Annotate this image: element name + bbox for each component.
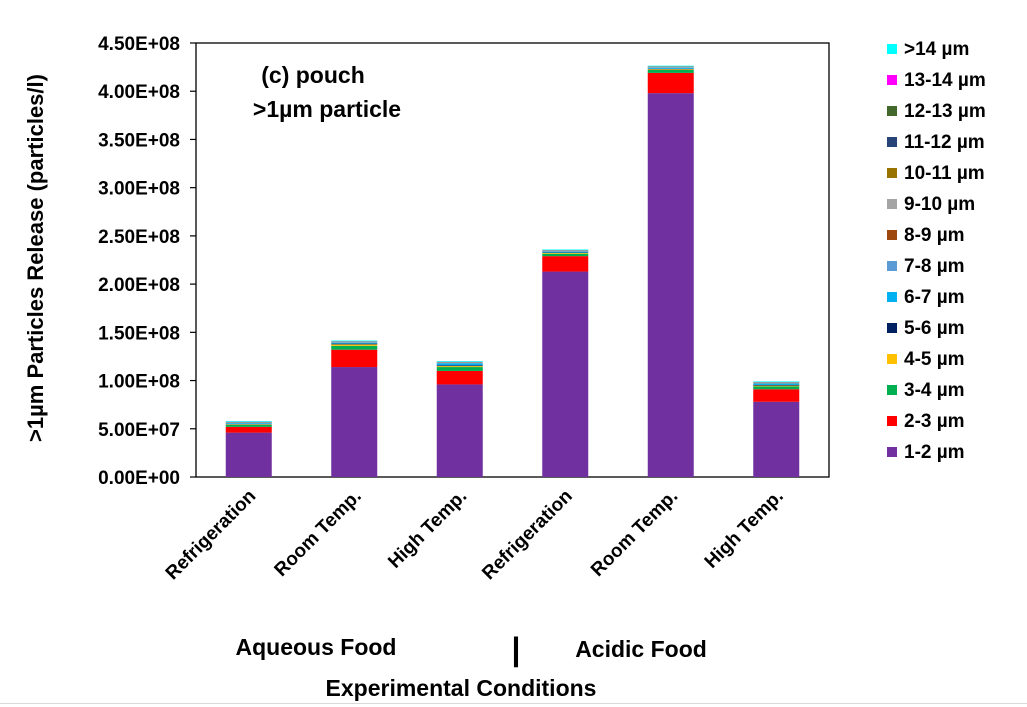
legend-label: 8-9 µm <box>904 225 965 246</box>
x-category-label: High Temp. <box>384 486 471 573</box>
legend-swatch <box>887 354 897 364</box>
legend-label: 6-7 µm <box>904 287 965 308</box>
legend-label: 11-12 µm <box>904 132 985 153</box>
bar-segment <box>753 386 800 390</box>
legend: >14 µm 13-14 µm 12-13 µm 11-12 µm 10-11 µm 9-… <box>887 39 986 463</box>
legend-swatch <box>887 75 897 85</box>
plot-area <box>195 42 830 478</box>
bar-segment <box>647 65 694 67</box>
bar-segment <box>331 342 378 344</box>
y-tick-label: 4.50E+08 <box>98 34 180 55</box>
bar-segment <box>225 421 272 422</box>
legend-label: 3-4 µm <box>904 380 965 401</box>
bar-segment <box>542 249 589 251</box>
y-axis-title: >1µm Particles Release (particles/l) <box>23 74 48 442</box>
group-label-acidic: Acidic Food <box>575 636 707 662</box>
bar-segment <box>647 67 694 69</box>
panel-label: (c) pouch <box>261 62 365 88</box>
bar-segment <box>331 345 378 350</box>
bar-segment <box>331 344 378 346</box>
bar-segment <box>331 367 378 477</box>
legend-label: 7-8 µm <box>904 256 965 277</box>
legend-swatch <box>887 44 897 54</box>
bar-segment <box>436 366 483 368</box>
bar-segment <box>225 423 272 425</box>
bottom-divider <box>0 703 1027 704</box>
y-tick-label: 5.00E+07 <box>98 420 180 441</box>
y-tick-label: 1.00E+08 <box>98 372 180 393</box>
x-category-label: Refrigeration <box>478 486 576 584</box>
x-category-label: Room Temp. <box>271 486 366 581</box>
bar-segment <box>542 251 589 253</box>
legend-swatch <box>887 230 897 240</box>
y-tick-label: 1.50E+08 <box>98 323 180 344</box>
y-tick-label: 0.00E+00 <box>98 468 180 489</box>
legend-swatch <box>887 261 897 271</box>
legend-swatch <box>887 137 897 147</box>
legend-swatch <box>887 168 897 178</box>
legend-label: 1-2 µm <box>904 442 965 463</box>
x-axis-category-labels: Refrigeration Room Temp. High Temp. Refrige… <box>162 486 788 584</box>
bar-segment <box>436 361 483 362</box>
legend-label: 5-6 µm <box>904 318 965 339</box>
legend-swatch <box>887 447 897 457</box>
bar-segment <box>542 271 589 477</box>
bars <box>225 65 800 477</box>
bar-segment <box>436 363 483 366</box>
bar-segment <box>647 70 694 73</box>
bar-segment <box>225 432 272 477</box>
bar-segment <box>542 256 589 272</box>
bar-segment <box>542 253 589 257</box>
legend-swatch <box>887 292 897 302</box>
legend-swatch <box>887 106 897 116</box>
bar-segment <box>331 349 378 368</box>
bar-segment <box>753 384 800 386</box>
bar-segment <box>225 424 272 427</box>
bar-segment <box>436 370 483 385</box>
x-category-label: Room Temp. <box>587 486 682 581</box>
x-axis-title: Experimental Conditions <box>326 675 597 701</box>
bar-segment <box>331 340 378 342</box>
y-tick-label: 2.00E+08 <box>98 275 180 296</box>
legend-label: >14 µm <box>904 39 969 60</box>
legend-label: 2-3 µm <box>904 411 965 432</box>
legend-swatch <box>887 323 897 333</box>
x-category-label: High Temp. <box>701 486 788 573</box>
bar-segment <box>753 401 800 477</box>
y-tick-label: 4.00E+08 <box>98 82 180 103</box>
legend-label: 10-11 µm <box>904 163 985 184</box>
bar-segment <box>753 385 800 387</box>
y-tick-label: 2.50E+08 <box>98 227 180 248</box>
bar-segment <box>753 381 800 383</box>
legend-swatch <box>887 199 897 209</box>
bar-segment <box>647 69 694 71</box>
legend-label: 12-13 µm <box>904 101 986 122</box>
bar-segment <box>331 343 378 345</box>
bar-segment <box>542 252 589 254</box>
panel-sublabel: >1µm particle <box>253 96 401 122</box>
bar-segment <box>436 365 483 367</box>
legend-label: 13-14 µm <box>904 70 986 91</box>
legend-swatch <box>887 416 897 426</box>
bar-segment <box>647 72 694 94</box>
legend-label: 9-10 µm <box>904 194 975 215</box>
legend-label: 4-5 µm <box>904 349 965 370</box>
group-separator: | <box>512 631 521 667</box>
x-category-label: Refrigeration <box>162 486 260 584</box>
bar-segment <box>753 383 800 385</box>
legend-swatch <box>887 385 897 395</box>
y-axis-tick-labels: 0.00E+00 5.00E+07 1.00E+08 1.50E+08 2.00E+08… <box>98 34 196 489</box>
bar-segment <box>436 384 483 477</box>
bar-segment <box>753 389 800 402</box>
y-tick-label: 3.00E+08 <box>98 179 180 200</box>
y-tick-label: 3.50E+08 <box>98 130 180 151</box>
bar-segment <box>436 367 483 371</box>
group-label-aqueous: Aqueous Food <box>236 634 397 660</box>
bar-segment <box>647 93 694 477</box>
bar-segment <box>225 426 272 433</box>
